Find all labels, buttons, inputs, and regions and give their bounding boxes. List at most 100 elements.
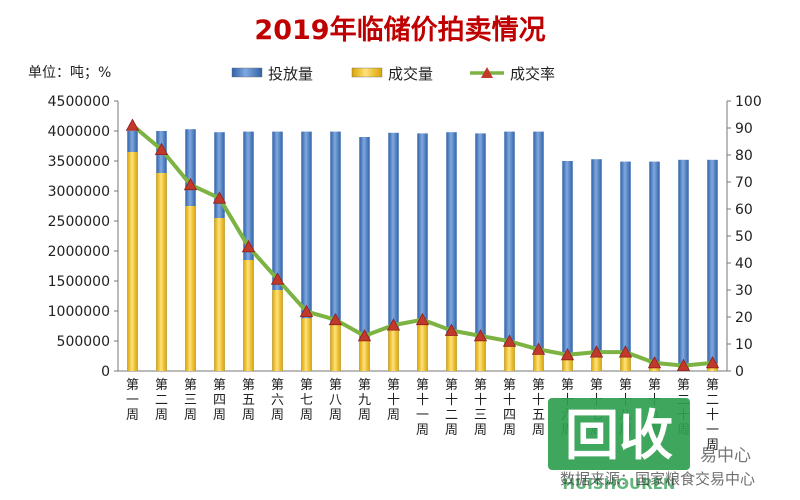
- watermark-logo-text: 回收: [565, 404, 673, 467]
- rate-marker: [531, 342, 546, 355]
- bar-issue: [446, 132, 457, 371]
- x-tick-char: 一: [416, 408, 429, 423]
- x-tick-char: 第: [532, 378, 545, 393]
- rate-marker: [299, 304, 314, 318]
- y-right-tick-label: 0: [735, 364, 744, 380]
- rate-marker: [473, 329, 488, 342]
- legend-label: 成交量: [388, 65, 433, 83]
- x-tick-label: 第五周: [242, 378, 255, 423]
- bar-issue: [591, 159, 602, 371]
- bar-deal: [446, 333, 457, 371]
- rate-marker: [212, 191, 227, 204]
- x-tick-char: 周: [242, 408, 255, 423]
- rate-marker: [154, 142, 169, 156]
- x-tick-char: 周: [184, 408, 197, 423]
- x-tick-label: 第十周: [387, 378, 400, 423]
- x-tick-char: 第: [155, 378, 168, 393]
- legend-label: 投放量: [268, 65, 313, 83]
- bar-issue: [504, 131, 515, 371]
- bar-issue: [475, 133, 486, 371]
- x-tick-char: 第: [329, 378, 342, 393]
- unit-label: 单位：吨；%: [28, 65, 112, 81]
- x-tick-char: 周: [155, 408, 168, 423]
- bar-issue: [301, 131, 312, 371]
- watermark-brand-text: HUISHOUREN: [563, 475, 676, 493]
- x-tick-char: 四: [213, 393, 226, 408]
- y-left-tick-label: 4000000: [48, 124, 110, 140]
- rate-line: [125, 118, 720, 372]
- y-left-tick-label: 1000000: [48, 304, 110, 320]
- x-tick-char: 周: [300, 408, 313, 423]
- y-right-tick-label: 40: [735, 256, 753, 272]
- x-tick-char: 第: [416, 378, 429, 393]
- x-tick-char: 第: [242, 378, 255, 393]
- y-left-tick-label: 3500000: [48, 154, 110, 170]
- x-tick-char: 周: [358, 408, 371, 423]
- x-tick-char: 第: [387, 378, 400, 393]
- x-tick-char: 周: [532, 423, 545, 438]
- rate-marker: [328, 312, 343, 326]
- y-left-tick-label: 2000000: [48, 244, 110, 260]
- x-tick-char: 周: [706, 438, 719, 453]
- x-tick-char: 三: [184, 393, 197, 408]
- bar-deal: [417, 324, 428, 371]
- x-tick-label: 第九周: [358, 378, 371, 423]
- legend: 投放量 成交量 成交率: [231, 65, 555, 83]
- x-tick-char: 第: [126, 378, 139, 393]
- rate-marker: [502, 334, 517, 347]
- bar-deal: [127, 152, 138, 371]
- rate-marker: [560, 347, 575, 361]
- x-tick-char: 周: [213, 408, 226, 423]
- y-left-tick-label: 500000: [57, 334, 110, 350]
- bar-issue: [678, 159, 689, 371]
- x-tick-label: 第八周: [329, 378, 342, 423]
- y-right-tick-label: 50: [735, 229, 753, 245]
- bar-deal: [156, 173, 167, 371]
- bars: [127, 129, 718, 371]
- watermark-logo-box: [548, 398, 690, 470]
- x-tick-char: 十: [387, 393, 400, 408]
- x-tick-char: 十: [503, 393, 516, 408]
- watermark-source-text: 数据来源：国家粮食交易中心: [560, 470, 755, 488]
- bar-deal: [330, 324, 341, 371]
- x-tick-char: 一: [706, 423, 719, 438]
- x-tick-char: 八: [329, 393, 342, 408]
- legend-marker: [481, 67, 493, 78]
- x-tick-char: 九: [358, 393, 371, 408]
- bar-issue: [533, 131, 544, 371]
- bar-issue: [359, 137, 370, 371]
- x-tick-char: 四: [503, 408, 516, 423]
- rate-marker: [676, 358, 691, 372]
- watermark-side-text: 易中心: [700, 446, 751, 466]
- y-right-tick-label: 10: [735, 337, 753, 353]
- y-right-tick-label: 20: [735, 310, 753, 326]
- x-tick-char: 第: [590, 378, 603, 393]
- bar-deal: [214, 218, 225, 371]
- rate-marker: [125, 118, 140, 131]
- y-right-tick-label: 90: [735, 121, 753, 137]
- bar-deal: [475, 340, 486, 371]
- x-tick-char: 周: [445, 423, 458, 438]
- bar-deal: [562, 355, 573, 371]
- x-tick-char: 周: [126, 408, 139, 423]
- bar-deal: [272, 290, 283, 371]
- bar-deal: [301, 318, 312, 371]
- x-tick-char: 周: [474, 423, 487, 438]
- x-tick-char: 第: [271, 378, 284, 393]
- bar-deal: [533, 350, 544, 371]
- bar-issue: [417, 133, 428, 371]
- x-tick-char: 周: [329, 408, 342, 423]
- bar-deal: [504, 344, 515, 371]
- legend-swatch: [351, 67, 383, 78]
- x-tick-char: 第: [677, 378, 690, 393]
- x-tick-char: 第: [184, 378, 197, 393]
- y-left-tick-label: 2500000: [48, 214, 110, 230]
- y-right-tick-label: 60: [735, 202, 753, 218]
- bar-issue: [620, 161, 631, 371]
- bar-issue: [388, 132, 399, 371]
- bar-deal: [591, 354, 602, 371]
